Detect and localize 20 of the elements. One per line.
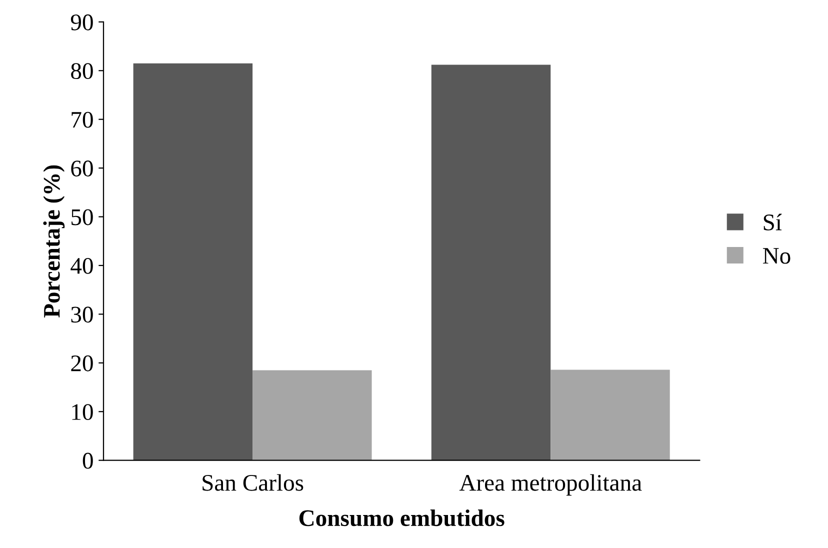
y-tick-label: 80 (71, 63, 93, 80)
bar (550, 370, 670, 460)
x-axis-title: Consumo embutidos (299, 510, 504, 526)
y-tick-label: 20 (71, 355, 93, 372)
y-axis-title: Porcentaje (%) (43, 165, 65, 318)
legend-label: Sí (764, 214, 782, 230)
x-tick-label: San Carlos (202, 474, 304, 491)
y-tick-label: 70 (72, 112, 93, 128)
legend-label: No (762, 248, 790, 264)
bar (133, 63, 253, 460)
y-tick-label: 40 (70, 258, 93, 274)
bar (431, 64, 551, 460)
y-tick-label: 0 (82, 452, 93, 469)
y-tick-label: 10 (72, 404, 93, 420)
y-tick-label: 90 (70, 14, 93, 30)
y-tick-label: 60 (71, 160, 93, 176)
y-tick-label: 30 (71, 306, 93, 323)
bar (252, 370, 372, 460)
y-tick-label: 50 (72, 209, 93, 226)
x-tick-label: Area metropolitana (459, 474, 642, 496)
